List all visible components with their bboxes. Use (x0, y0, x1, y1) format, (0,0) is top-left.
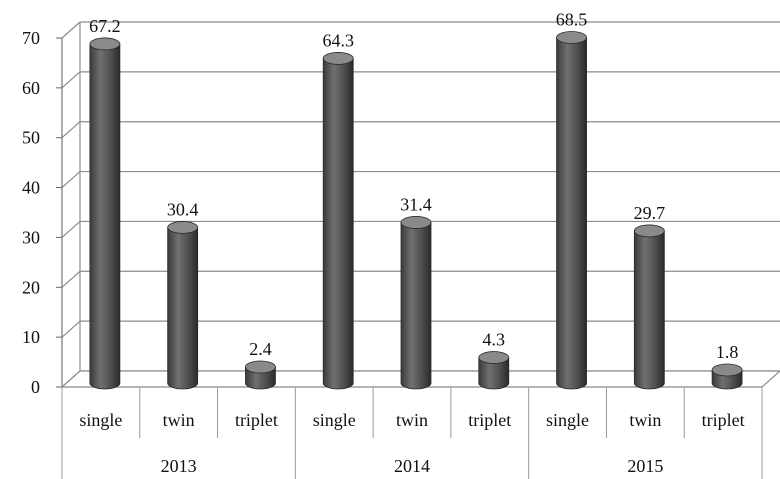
y-tick-label: 50 (22, 128, 40, 148)
bar-top (167, 221, 199, 234)
bar (400, 216, 432, 390)
y-tick-label: 0 (31, 377, 40, 397)
gridline-depth (61, 21, 81, 39)
bar-top (633, 224, 665, 238)
y-tick-label: 10 (22, 327, 40, 347)
data-label: 4.3 (483, 330, 506, 350)
labels: 0 10 20 30 40 50 60 70 67.2 single 30.4 twin 2.4 trip… (22, 9, 745, 476)
bar-body (167, 227, 199, 390)
bars (89, 31, 743, 390)
gridline-depth (61, 270, 81, 288)
bar (245, 360, 276, 390)
category-label: single (546, 410, 589, 430)
category-label: single (79, 410, 122, 430)
group-label: 2015 (627, 456, 663, 476)
y-tick-label: 20 (22, 277, 40, 297)
bar (322, 52, 354, 390)
y-tick-label: 70 (22, 28, 40, 48)
bar-body (89, 43, 121, 390)
category-label: twin (396, 410, 428, 430)
data-label: 30.4 (167, 199, 199, 219)
bar-top (322, 52, 354, 65)
data-label: 1.8 (716, 342, 739, 362)
bar (711, 363, 743, 390)
data-label: 29.7 (634, 203, 666, 223)
bar-body (556, 37, 587, 390)
data-label: 68.5 (556, 9, 588, 29)
data-label: 67.2 (89, 16, 121, 36)
bar-body (400, 222, 432, 390)
category-label: twin (629, 410, 661, 430)
bar-top (89, 37, 121, 51)
bar-body (478, 357, 510, 390)
gridline-depth (61, 71, 81, 89)
bar-top (400, 216, 432, 229)
category-label: triplet (702, 410, 745, 430)
bar (478, 351, 510, 390)
bar (556, 31, 587, 390)
category-label: twin (163, 410, 195, 430)
bar-top (245, 360, 276, 374)
category-label: triplet (235, 410, 278, 430)
group-label: 2013 (161, 456, 197, 476)
group-label: 2014 (394, 456, 430, 476)
y-tick-label: 30 (22, 227, 40, 247)
bar (633, 224, 665, 390)
y-tick-label: 40 (22, 178, 40, 198)
bar-body (322, 58, 354, 390)
bar-body (633, 230, 665, 390)
gridline-depth (61, 220, 81, 238)
bar-top (711, 363, 743, 377)
gridline-depth (61, 121, 81, 139)
gridline-depth (61, 320, 81, 338)
category-label: triplet (468, 410, 511, 430)
bar (167, 221, 199, 390)
category-label: single (313, 410, 356, 430)
gridline-depth (61, 171, 81, 189)
data-label: 2.4 (249, 339, 272, 359)
y-tick-label: 60 (22, 78, 40, 98)
data-label: 31.4 (400, 194, 432, 214)
bar-top (556, 31, 587, 44)
bar (89, 37, 121, 390)
bar-top (478, 351, 510, 364)
data-label: 64.3 (322, 30, 354, 50)
